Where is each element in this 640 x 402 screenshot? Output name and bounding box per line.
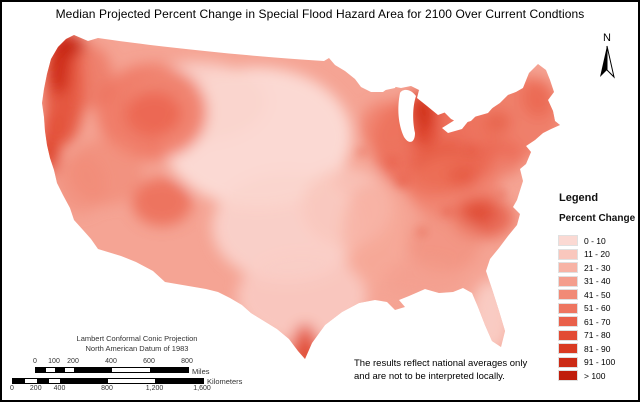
legend-item: 91 - 100 (558, 356, 636, 368)
legend-item-label: 51 - 60 (584, 303, 611, 314)
miles-unit: Miles (192, 367, 210, 376)
legend-color-swatch (558, 316, 578, 328)
legend-item-label: 41 - 50 (584, 289, 611, 300)
legend-item-label: 61 - 70 (584, 316, 611, 327)
legend: Legend Percent Change 0 - 10 11 - 20 21 … (558, 192, 636, 382)
legend-item: 71 - 80 (558, 329, 636, 341)
km-tick: 1,600 (193, 385, 211, 392)
legend-item: 21 - 30 (558, 262, 636, 274)
miles-tick: 100 (48, 358, 60, 365)
projection-note: Lambert Conformal Conic Projection North… (57, 334, 217, 354)
legend-item: 61 - 70 (558, 316, 636, 328)
km-unit: Kilometers (207, 377, 243, 386)
legend-subheading: Percent Change (559, 213, 636, 224)
note-line1: The results reflect national averages on… (354, 358, 528, 369)
legend-color-swatch (558, 262, 578, 274)
legend-item-label: 21 - 30 (584, 262, 611, 273)
scalebar-kilometers: 0 200 400 800 1,200 1,600 Kilometers (10, 376, 262, 394)
legend-item: 81 - 90 (558, 343, 636, 355)
legend-item: 31 - 40 (558, 275, 636, 287)
legend-color-swatch (558, 343, 578, 355)
legend-item: 41 - 50 (558, 289, 636, 301)
legend-item: > 100 (558, 370, 636, 382)
km-tick: 200 (29, 385, 42, 392)
us-surface (42, 35, 560, 359)
legend-item: 0 - 10 (558, 235, 636, 247)
legend-color-swatch (558, 302, 578, 314)
legend-color-swatch (558, 356, 578, 368)
legend-item-label: 91 - 100 (584, 357, 616, 368)
legend-item: 11 - 20 (558, 248, 636, 260)
legend-item-label: > 100 (584, 370, 606, 381)
legend-color-swatch (558, 370, 578, 382)
disclaimer-note: The results reflect national averages on… (354, 358, 564, 383)
miles-tick: 800 (181, 358, 193, 365)
miles-tick: 200 (67, 358, 79, 365)
legend-item-label: 81 - 90 (584, 343, 611, 354)
legend-item-label: 71 - 80 (584, 330, 611, 341)
scalebar-miles: 0 100 200 400 600 800 Miles (33, 358, 265, 376)
legend-item-label: 0 - 10 (584, 235, 606, 246)
km-tick: 800 (101, 385, 113, 392)
note-line2: and are not to be interpreted locally. (354, 370, 505, 382)
north-arrow-icon (600, 45, 615, 79)
legend-item-label: 31 - 40 (584, 276, 611, 287)
north-arrow: N (598, 32, 616, 84)
miles-tick: 0 (33, 358, 37, 365)
legend-items: 0 - 10 11 - 20 21 - 30 31 - 40 (558, 235, 636, 382)
north-label: N (603, 32, 611, 44)
projection-line1: Lambert Conformal Conic Projection (76, 334, 198, 343)
km-bar (12, 378, 204, 384)
legend-color-swatch (558, 275, 578, 287)
miles-tick: 400 (105, 358, 117, 365)
map-title: Median Projected Percent Change in Speci… (55, 7, 585, 21)
km-tick: 400 (53, 385, 66, 392)
km-tick: 0 (10, 385, 14, 392)
legend-color-swatch (558, 235, 578, 247)
miles-bar (35, 367, 189, 373)
legend-color-swatch (558, 329, 578, 341)
projection-line2: North American Datum of 1983 (85, 343, 189, 353)
legend-item: 51 - 60 (558, 302, 636, 314)
km-tick: 1,200 (145, 385, 164, 392)
legend-heading: Legend (559, 192, 599, 204)
legend-item-label: 11 - 20 (584, 249, 610, 260)
miles-tick: 600 (143, 358, 155, 365)
legend-color-swatch (558, 289, 578, 301)
legend-color-swatch (558, 248, 578, 260)
great-lakes (343, 60, 495, 142)
